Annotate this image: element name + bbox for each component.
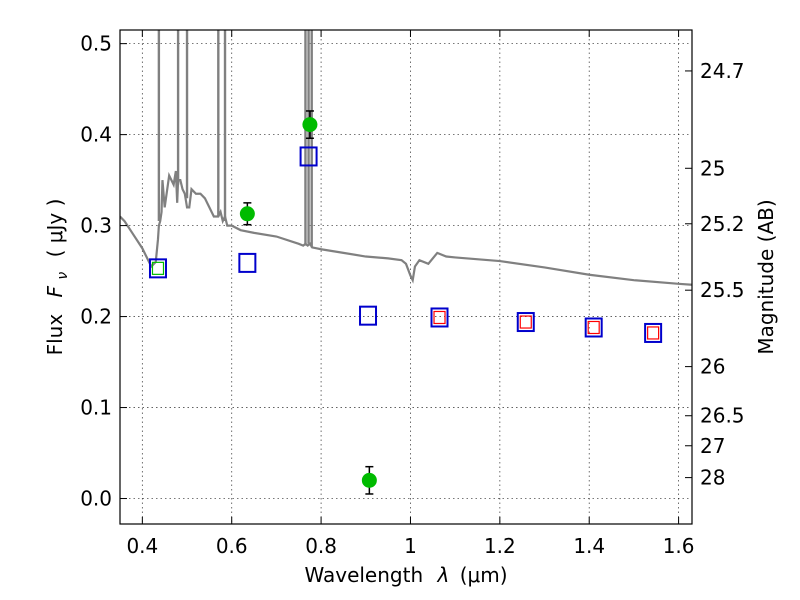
y-axis-label-text: Flux xyxy=(43,314,67,356)
model-photometry-square xyxy=(359,305,378,326)
y-tick-label: 0.2 xyxy=(80,305,112,329)
y2-tick-label: 26.5 xyxy=(700,404,745,428)
model-photometry-square xyxy=(148,258,167,279)
inner-photometry-square xyxy=(647,326,660,340)
tick-layer: 0.4 0.6 0.8 1 1.2 1.4 1.6 0.0 0.1 0.2 0.3 0.4 0.5 24.… xyxy=(80,30,745,558)
x-tick-label: 1.4 xyxy=(573,534,605,558)
x-tick-label: 1.6 xyxy=(663,534,695,558)
y-tick-label: 0.3 xyxy=(80,214,112,238)
x-tick-label: 0.8 xyxy=(305,534,337,558)
model-photometry-square xyxy=(584,317,603,338)
y-axis-label-unit: ( μJy ) xyxy=(43,199,67,258)
observed-point xyxy=(302,117,318,133)
y-axis-label: Flux F ν ( μJy ) xyxy=(43,199,72,356)
model-photometry-square xyxy=(238,252,257,273)
inner-photometry-square xyxy=(433,310,446,325)
x-tick-label: 1.2 xyxy=(484,534,516,558)
model-spectrum-line xyxy=(120,170,692,286)
grid-layer xyxy=(120,30,692,524)
x-tick-label: 0.6 xyxy=(216,534,248,558)
observed-point xyxy=(239,206,255,222)
observed-point xyxy=(361,472,377,488)
y2-tick-label: 24.7 xyxy=(700,59,745,83)
y-tick-label: 0.1 xyxy=(80,396,112,420)
plot-frame xyxy=(119,29,693,525)
model-photometry-square xyxy=(516,312,535,333)
y2-axis-label: Magnitude (AB) xyxy=(754,199,778,354)
y2-tick-label: 27 xyxy=(700,434,725,458)
model-photometry-square xyxy=(299,146,318,167)
y2-tick-label: 25.5 xyxy=(700,278,745,302)
y-axis-label-symbol: F xyxy=(43,285,67,297)
x-tick-label: 1 xyxy=(404,534,417,558)
y2-tick-label: 28 xyxy=(700,466,725,490)
data-layer xyxy=(120,30,692,495)
inner-photometry-square xyxy=(519,315,532,329)
y2-tick-label: 25 xyxy=(700,156,725,180)
y-tick-label: 0.0 xyxy=(80,487,112,511)
y-tick-label: 0.5 xyxy=(80,32,112,56)
y-tick-label: 0.4 xyxy=(80,123,112,147)
y2-tick-label: 25.2 xyxy=(700,212,745,236)
model-photometry-square xyxy=(644,322,663,343)
inner-photometry-square xyxy=(151,261,165,275)
y-axis-label-sub: ν xyxy=(55,272,71,280)
y2-tick-label: 26 xyxy=(700,355,725,379)
inner-photometry-square xyxy=(587,320,600,335)
x-axis-label-symbol: λ xyxy=(437,563,450,587)
x-axis-label-unit: (μm) xyxy=(460,563,508,587)
x-axis-label: Wavelength λ (μm) xyxy=(304,563,507,587)
x-tick-label: 0.4 xyxy=(126,534,158,558)
x-axis-label-text: Wavelength xyxy=(304,563,423,587)
model-photometry-square xyxy=(430,307,449,328)
